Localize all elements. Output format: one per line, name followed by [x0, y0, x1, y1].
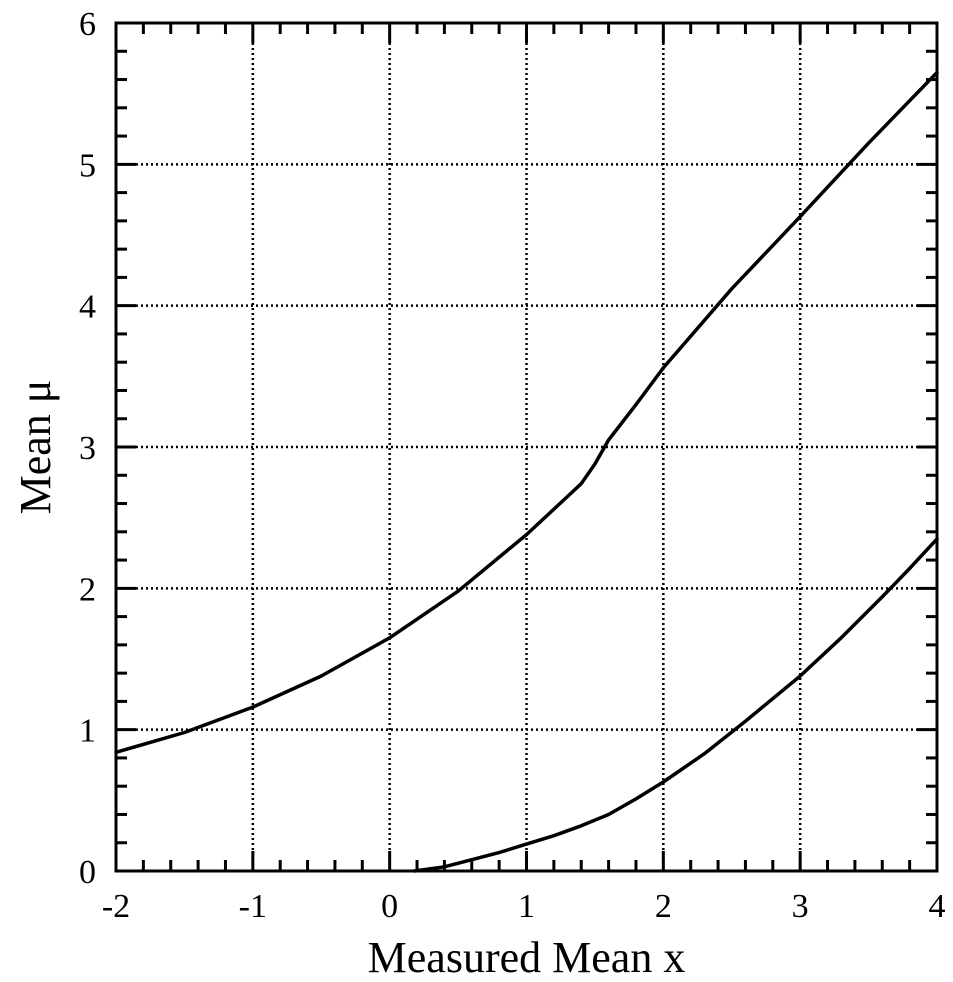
y-axis-title: Mean μ	[11, 380, 60, 515]
y-tick-label: 5	[79, 147, 96, 184]
y-tick-label: 3	[79, 430, 96, 467]
series-lines	[114, 70, 939, 873]
x-tick-label: 2	[655, 888, 672, 925]
x-tick-label: 0	[381, 888, 398, 925]
x-tick-label: -2	[102, 888, 130, 925]
x-tick-label: 1	[518, 888, 535, 925]
y-tick-label: 6	[79, 6, 96, 43]
x-tick-label: 3	[792, 888, 809, 925]
lower-limit-curve	[412, 537, 939, 873]
plot-frame	[114, 21, 939, 873]
x-tick-labels: -2 -1 0 1 2 3 4	[102, 888, 946, 925]
y-tick-label: 0	[79, 854, 96, 891]
x-tick-label: 4	[929, 888, 946, 925]
x-tick-label: -1	[239, 888, 267, 925]
x-axis-title: Measured Mean x	[368, 933, 686, 982]
y-tick-labels: 0 1 2 3 4 5 6	[79, 6, 96, 891]
grid-lines	[116, 23, 937, 871]
upper-limit-curve	[114, 70, 939, 755]
y-tick-label: 2	[79, 571, 96, 608]
y-tick-label: 4	[79, 289, 96, 326]
y-tick-label: 1	[79, 713, 96, 750]
